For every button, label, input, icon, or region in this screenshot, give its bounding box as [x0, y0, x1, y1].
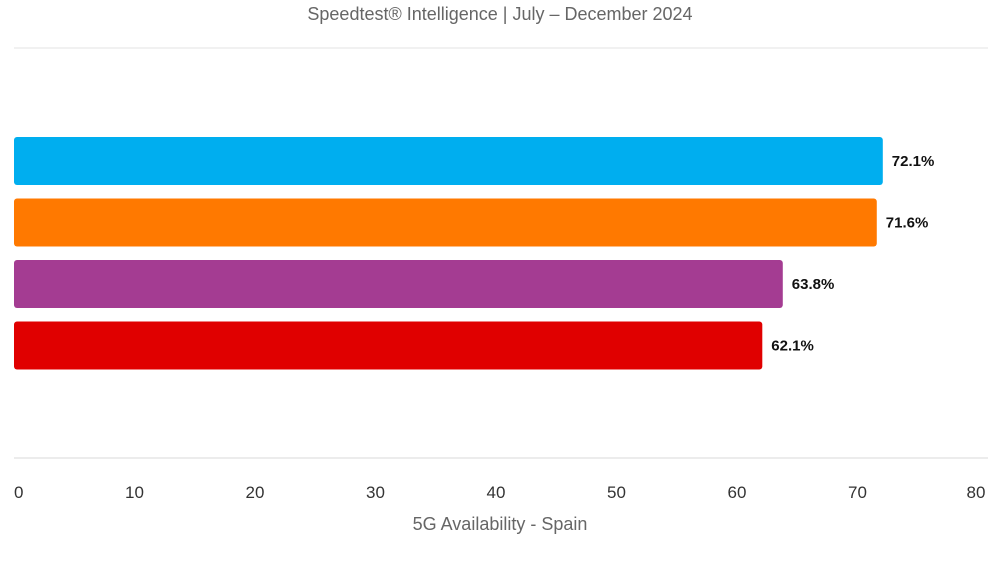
bar-value-label: 71.6%	[886, 215, 929, 232]
x-axis-ticks: 0 10 20 30 40 50 60 70 80	[14, 483, 985, 502]
data-labels-group: 72.1% 71.6% 63.8% 62.1%	[771, 153, 934, 355]
x-tick-label: 10	[125, 483, 144, 502]
x-tick-label: 0	[14, 483, 23, 502]
bar-4	[14, 321, 763, 370]
x-tick-label: 20	[246, 483, 265, 502]
chart-subtitle: Speedtest® Intelligence | July – Decembe…	[307, 4, 693, 24]
x-axis-title: 5G Availability - Spain	[412, 514, 588, 534]
x-tick-label: 70	[848, 483, 867, 502]
x-tick-label: 30	[366, 483, 385, 502]
x-tick-label: 50	[607, 483, 626, 502]
x-tick-label: 60	[728, 483, 747, 502]
bar-value-label: 63.8%	[792, 276, 835, 293]
bar-2	[14, 198, 877, 247]
x-tick-label: 80	[967, 483, 986, 502]
bar-1	[14, 137, 883, 185]
bar-value-label: 62.1%	[771, 338, 814, 355]
bar-value-label: 72.1%	[892, 153, 935, 170]
bars-group	[14, 137, 883, 370]
bar-3	[14, 260, 783, 308]
x-tick-label: 40	[487, 483, 506, 502]
